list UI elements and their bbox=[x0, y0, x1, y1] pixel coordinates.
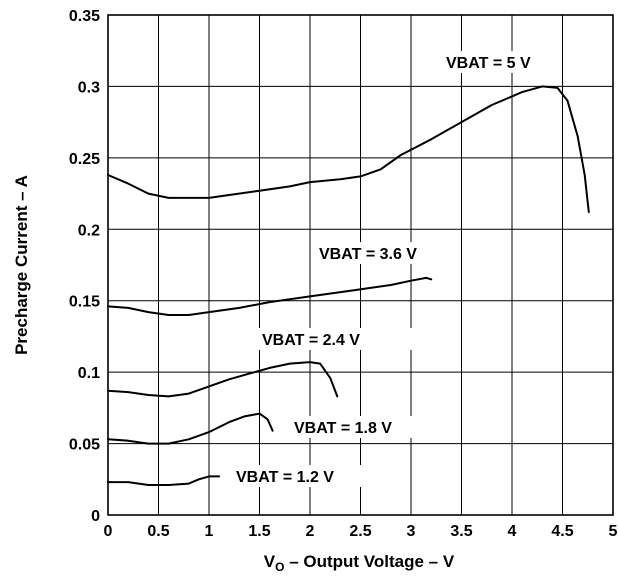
x-tick-label: 1 bbox=[205, 523, 214, 540]
x-axis-title: VO – Output Voltage – V bbox=[264, 552, 455, 574]
series-label-group-1-8v: VBAT = 1.8 V bbox=[288, 416, 428, 438]
y-tick-label: 0.3 bbox=[78, 79, 100, 96]
x-tick-label: 0 bbox=[104, 523, 113, 540]
x-tick-label: 0.5 bbox=[147, 523, 169, 540]
series-line-0 bbox=[107, 85, 590, 214]
y-tick-label: 0 bbox=[91, 508, 100, 525]
x-tick-label: 3 bbox=[407, 523, 416, 540]
x-tick-label: 1.5 bbox=[248, 523, 270, 540]
y-axis-title: Precharge Current – A bbox=[12, 175, 31, 355]
y-tick-label: 0.15 bbox=[69, 294, 100, 311]
y-tick-label: 0.25 bbox=[69, 151, 100, 168]
y-tick-label: 0.2 bbox=[78, 222, 100, 239]
series-line-4 bbox=[107, 475, 221, 486]
x-tick-label: 2.5 bbox=[349, 523, 371, 540]
series-label-1-8v: VBAT = 1.8 V bbox=[294, 420, 392, 437]
y-tick-label: 0.05 bbox=[69, 437, 100, 454]
x-tick-label: 3.5 bbox=[450, 523, 472, 540]
x-tick-label: 5 bbox=[609, 523, 618, 540]
series-label-group-1-2v: VBAT = 1.2 V bbox=[230, 465, 370, 487]
x-tick-label: 4 bbox=[508, 523, 517, 540]
series-label-group-2-4v: VBAT = 2.4 V bbox=[256, 328, 412, 350]
series-label-1-2v: VBAT = 1.2 V bbox=[236, 469, 334, 486]
plot-frame bbox=[107, 14, 614, 516]
series-label-group-5v: VBAT = 5 V bbox=[440, 51, 562, 73]
series-label-group-3-6v: VBAT = 3.6 V bbox=[314, 242, 454, 264]
series-line-3 bbox=[107, 412, 274, 445]
series-label-2-4v: VBAT = 2.4 V bbox=[262, 332, 360, 349]
y-tick-label: 0.1 bbox=[78, 365, 100, 382]
series-label-5v: VBAT = 5 V bbox=[446, 55, 531, 72]
series-label-3-6v: VBAT = 3.6 V bbox=[319, 246, 417, 263]
series-line-2 bbox=[107, 361, 339, 398]
series-line-1 bbox=[107, 276, 433, 316]
y-tick-labels: 0 0.05 0.1 0.15 0.2 0.25 0.3 0.35 bbox=[69, 8, 100, 525]
series-curves bbox=[107, 85, 590, 486]
x-tick-label: 2 bbox=[306, 523, 315, 540]
y-tick-label: 0.35 bbox=[69, 8, 100, 25]
x-tick-label: 4.5 bbox=[551, 523, 573, 540]
x-tick-labels: 0 0.5 1 1.5 2 2.5 3 3.5 4 4.5 5 bbox=[104, 523, 618, 540]
